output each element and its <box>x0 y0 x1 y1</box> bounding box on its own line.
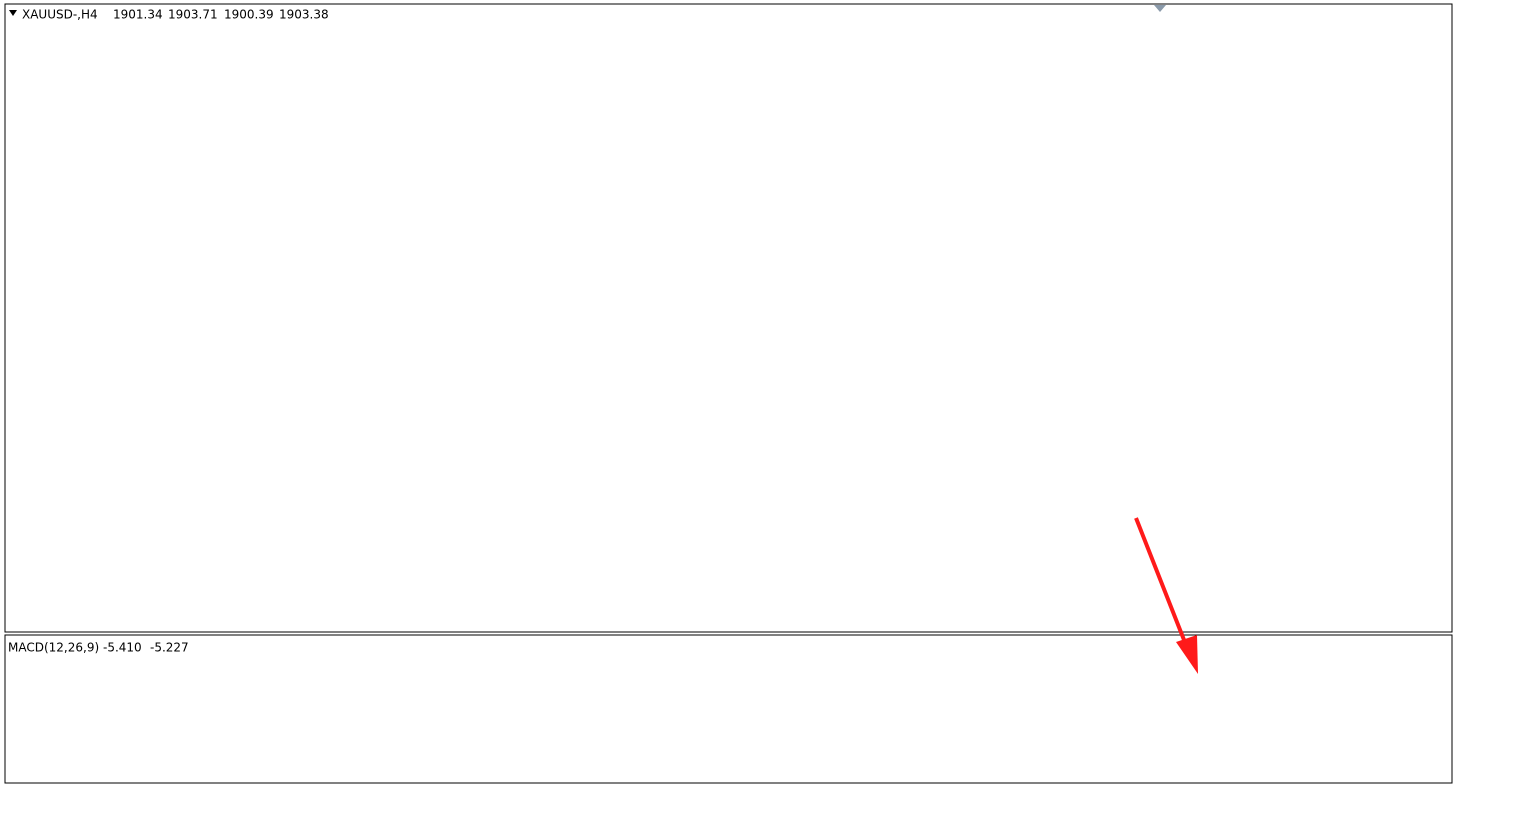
symbol-menu-arrow[interactable] <box>9 10 17 16</box>
shift-marker <box>1154 5 1166 12</box>
top-layer <box>1134 517 1198 674</box>
high-readout: 1903.71 <box>168 8 218 22</box>
price-panel-frame <box>4 3 1453 633</box>
close-readout: 1903.38 <box>279 8 329 22</box>
low-readout: 1900.39 <box>224 8 274 22</box>
signal-readout: -5.227 <box>150 641 189 655</box>
trend-arrow-shaft <box>1134 517 1188 646</box>
trend-arrow-head <box>1176 635 1198 674</box>
symbol-label: XAUUSD-,H4 <box>22 8 98 22</box>
macd-title: MACD(12,26,9) <box>8 641 99 655</box>
macd-readout: -5.410 <box>103 641 142 655</box>
macd-panel-frame <box>4 634 1453 784</box>
open-readout: 1901.34 <box>113 8 163 22</box>
